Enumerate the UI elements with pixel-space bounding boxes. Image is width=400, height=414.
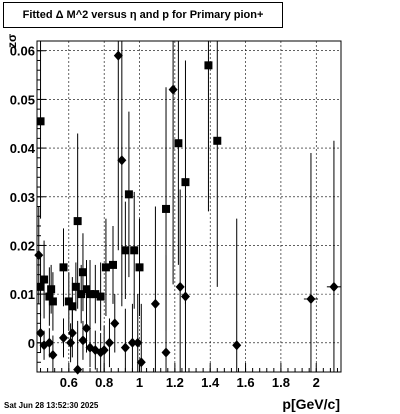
y-axis-label: zσ — [5, 33, 19, 48]
data-point-diamond — [36, 328, 46, 339]
data-point-square — [181, 178, 190, 187]
data-point-square — [47, 285, 56, 294]
y-tick-label: 0 — [28, 336, 35, 351]
data-point-diamond — [59, 332, 69, 343]
data-point-square — [40, 275, 49, 284]
y-tick-label: 0.03 — [10, 190, 35, 205]
x-tick-label: 1.4 — [201, 375, 220, 390]
x-tick-label: 1.8 — [272, 375, 290, 390]
data-point-diamond — [117, 155, 127, 166]
data-markers — [34, 50, 339, 375]
data-point-square — [77, 290, 86, 299]
data-point-diamond — [78, 335, 88, 346]
data-point-diamond — [180, 291, 190, 302]
data-point-square — [135, 263, 144, 272]
x-tick-label: 0.6 — [60, 375, 78, 390]
data-point-square — [109, 260, 117, 269]
data-point-square — [91, 290, 100, 299]
y-tick-label: 0.05 — [10, 92, 35, 107]
data-point-diamond — [73, 364, 83, 375]
grid — [37, 41, 341, 372]
data-point-square — [204, 61, 213, 70]
data-point-diamond — [48, 349, 58, 360]
data-point-square — [36, 117, 45, 126]
data-point-diamond — [136, 357, 146, 368]
data-point-square — [121, 246, 130, 255]
data-point-square — [162, 204, 171, 213]
data-point-square — [48, 297, 57, 306]
data-point-diamond — [329, 281, 339, 292]
data-point-diamond — [34, 250, 44, 261]
timestamp: Sat Jun 28 13:52:30 2025 — [4, 401, 99, 410]
data-point-square — [78, 268, 87, 277]
data-point-diamond — [104, 337, 114, 348]
data-point-square — [174, 139, 183, 148]
data-point-square — [82, 285, 91, 294]
x-axis-label: p[GeV/c] — [282, 396, 340, 412]
data-point-diamond — [44, 337, 54, 348]
chart-title: Fitted Δ M^2 versus η and p for Primary … — [3, 2, 283, 28]
data-point-square — [130, 246, 139, 255]
data-point-square — [36, 282, 45, 291]
data-point-diamond — [81, 323, 91, 334]
y-tick-label: 0.04 — [10, 141, 36, 156]
y-tick-label: 0.02 — [10, 238, 35, 253]
y-tick-label: 0.01 — [10, 287, 35, 302]
data-point-diamond — [67, 328, 77, 339]
data-point-diamond — [99, 345, 109, 356]
data-point-diamond — [168, 84, 178, 95]
data-point-diamond — [120, 342, 130, 353]
x-tick-label: 1.2 — [166, 375, 184, 390]
axis-ticks — [37, 50, 338, 372]
data-point-square — [96, 292, 105, 301]
error-bars — [38, 41, 341, 372]
x-tick-label: 0.8 — [95, 375, 113, 390]
data-point-diamond — [110, 318, 120, 329]
y-tick-label: 0.06 — [10, 44, 35, 59]
data-point-diamond — [66, 337, 76, 348]
data-point-square — [124, 190, 133, 199]
data-point-square — [59, 263, 68, 272]
data-point-diamond — [161, 347, 171, 358]
data-point-square — [86, 290, 95, 299]
data-point-diamond — [133, 337, 143, 348]
data-point-square — [101, 263, 110, 272]
data-point-square — [45, 292, 54, 301]
data-point-square — [68, 302, 77, 311]
data-point-square — [213, 136, 222, 145]
x-tick-label: 1.6 — [237, 375, 255, 390]
data-point-diamond — [150, 298, 160, 309]
data-point-diamond — [113, 50, 123, 61]
data-point-diamond — [127, 337, 137, 348]
x-tick-label: 2 — [313, 375, 320, 390]
data-point-diamond — [306, 293, 316, 304]
x-tick-label: 1 — [136, 375, 143, 390]
data-point-square — [73, 217, 82, 226]
data-point-diamond — [232, 340, 242, 351]
tick-labels: 0.6 0.8 1 1.2 1.4 1.6 1.8 2 0 0.01 0.02 0.03 0.04 0.0… — [10, 44, 320, 390]
data-point-square — [64, 297, 73, 306]
data-point-square — [71, 282, 80, 291]
data-point-diamond — [175, 281, 185, 292]
